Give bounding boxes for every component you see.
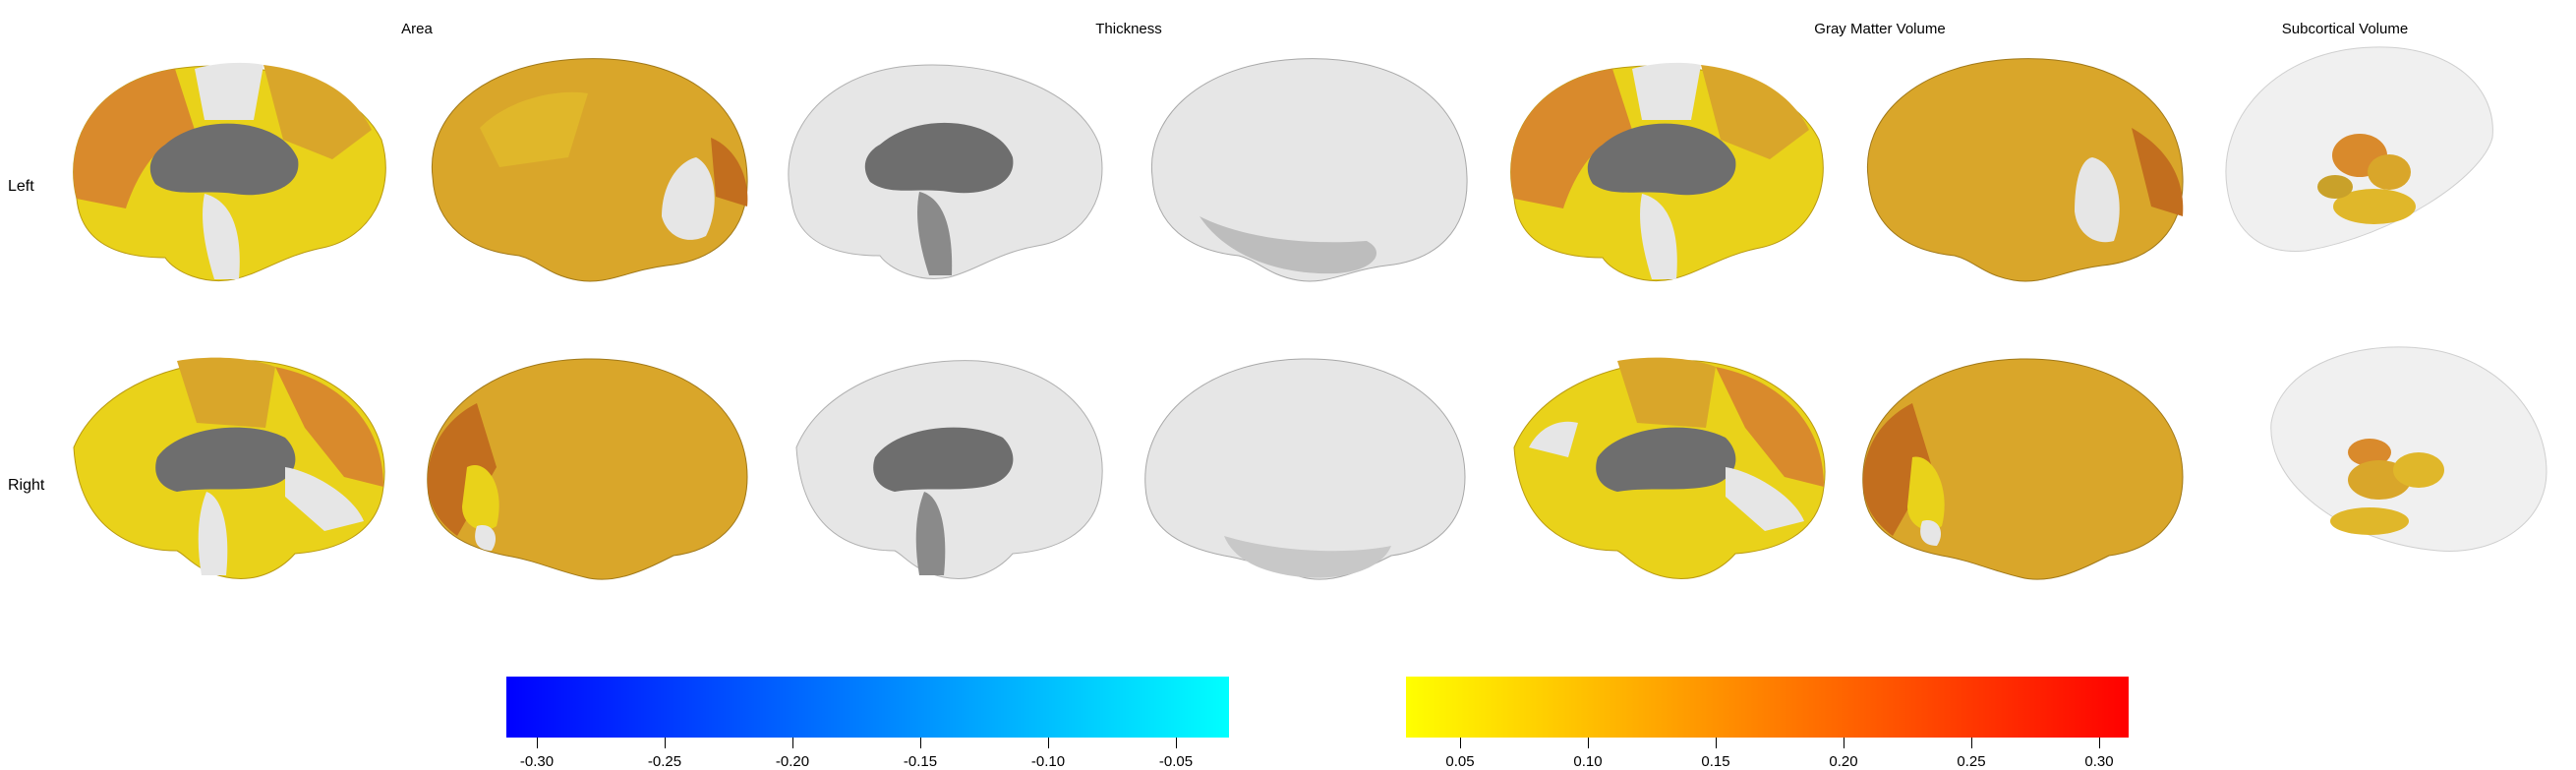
negative-tick-mark <box>665 738 666 748</box>
positive-colorbar <box>1406 677 2129 738</box>
column-title-gray-matter-volume: Gray Matter Volume <box>1814 21 1946 37</box>
negative-tick-label: -0.10 <box>1030 753 1066 770</box>
positive-tick-mark <box>2099 738 2100 748</box>
thickness-left-lateral-brain <box>1141 49 1475 285</box>
negative-tick-label: -0.05 <box>1158 753 1194 770</box>
gmv-right-medial-brain <box>1499 349 1839 585</box>
negative-tick-label: -0.30 <box>519 753 555 770</box>
positive-tick-label: 0.30 <box>2084 753 2114 770</box>
area-left-lateral-brain <box>421 49 755 285</box>
thickness-right-lateral-brain <box>1136 349 1475 585</box>
area-right-lateral-brain <box>418 349 757 585</box>
thickness-left-medial-brain <box>777 51 1111 287</box>
positive-tick-mark <box>1716 738 1717 748</box>
subcortical-left-brain <box>2217 39 2502 266</box>
negative-tick-mark <box>792 738 793 748</box>
negative-tick-label: -0.20 <box>775 753 810 770</box>
row-label-left: Left <box>8 178 34 195</box>
negative-tick-mark <box>920 738 921 748</box>
negative-tick-label: -0.15 <box>903 753 938 770</box>
column-title-subcortical-volume: Subcortical Volume <box>2281 21 2409 37</box>
row-label-right: Right <box>8 477 45 494</box>
negative-colorbar <box>506 677 1229 738</box>
positive-tick-label: 0.10 <box>1573 753 1603 770</box>
positive-tick-label: 0.15 <box>1701 753 1730 770</box>
negative-tick-mark <box>1048 738 1049 748</box>
gmv-left-medial-brain <box>1494 51 1834 287</box>
subcortical-right-brain <box>2261 334 2556 561</box>
area-left-medial-brain <box>57 51 396 287</box>
positive-tick-mark <box>1588 738 1589 748</box>
gmv-left-lateral-brain <box>1856 49 2191 285</box>
gmv-right-lateral-brain <box>1853 349 2193 585</box>
positive-colorbar-axis: 0.05 0.10 0.15 0.20 0.25 0.30 <box>1406 738 2129 770</box>
positive-tick-mark <box>1971 738 1972 748</box>
negative-colorbar-axis: -0.30 -0.25 -0.20 -0.15 -0.10 -0.05 <box>506 738 1229 770</box>
positive-tick-label: 0.25 <box>1957 753 1986 770</box>
area-right-medial-brain <box>59 349 398 585</box>
thickness-right-medial-brain <box>782 349 1116 585</box>
column-title-thickness: Thickness <box>1095 21 1162 37</box>
positive-tick-label: 0.20 <box>1829 753 1858 770</box>
negative-tick-mark <box>537 738 538 748</box>
column-title-area: Area <box>401 21 433 37</box>
positive-tick-label: 0.05 <box>1445 753 1475 770</box>
positive-tick-mark <box>1460 738 1461 748</box>
negative-tick-mark <box>1176 738 1177 748</box>
negative-tick-label: -0.25 <box>647 753 682 770</box>
